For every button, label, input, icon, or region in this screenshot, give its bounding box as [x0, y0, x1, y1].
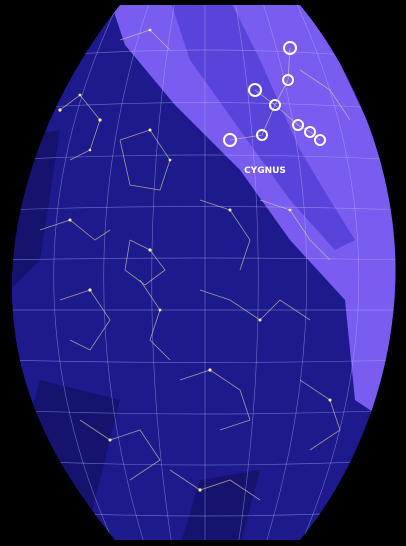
- stars: [58, 28, 332, 492]
- milky-way: [110, 5, 396, 430]
- milky-way-dark-lane: [170, 5, 355, 250]
- cygnus-asterism: [223, 41, 326, 147]
- constellation-label: CYGNUS: [244, 166, 286, 176]
- dark-region: [11, 130, 260, 540]
